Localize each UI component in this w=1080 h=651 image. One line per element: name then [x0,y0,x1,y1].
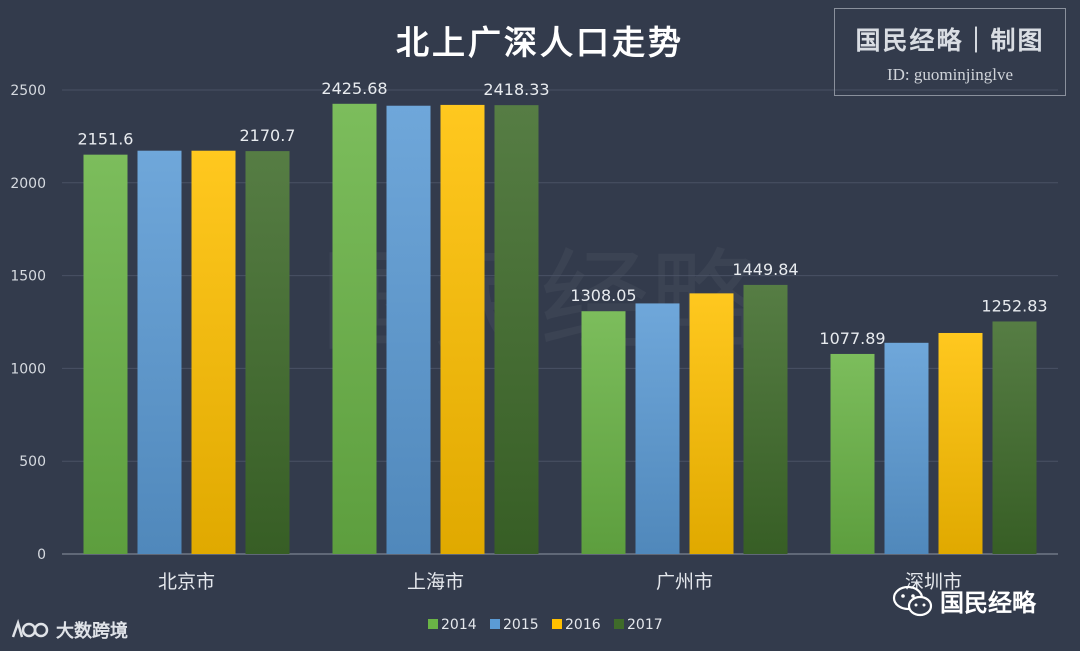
legend-swatch-2016 [552,619,562,629]
chart-title: 北上广深人口走势 [396,23,684,62]
bar-2016-0 [191,150,236,554]
bar-2017-3 [992,321,1037,554]
tiger-logo-icon [11,618,49,638]
credit-title: 国民经略｜制图 [855,26,1045,55]
bars [83,103,1037,555]
y-tick-label: 500 [19,454,46,470]
wechat-icon [892,585,933,616]
y-tick-label: 0 [37,547,46,563]
legend-label: 2014 [441,617,477,633]
bar-2016-1 [440,104,485,554]
bar-2017-0 [245,151,290,554]
legend: 2014 2015 2016 2017 [428,617,663,633]
data-label: 1252.83 [981,296,1047,315]
data-label: 2418.33 [483,80,549,99]
wechat-account: 国民经略 [892,583,1036,618]
bar-2014-2 [581,311,626,554]
x-tick-label: 上海市 [407,571,464,593]
y-tick-label: 1500 [10,269,46,285]
legend-swatch-2015 [490,619,500,629]
data-label: 2170.7 [240,126,296,145]
y-tick-label: 2500 [10,83,46,99]
data-label: 2151.6 [78,130,134,149]
legend-label: 2016 [565,617,601,633]
credit-box: 国民经略｜制图 ID: guominjinglve [834,8,1066,96]
x-tick-label: 深圳市 [905,571,962,593]
bar-2015-1 [386,105,431,554]
data-label: 1449.84 [732,260,798,279]
y-tick-label: 2000 [10,176,46,192]
bar-2014-0 [83,154,128,555]
data-label: 2425.68 [321,79,387,98]
bar-2017-2 [743,284,788,554]
legend-swatch-2017 [614,619,624,629]
x-axis: 北京市 上海市 广州市 深圳市 [158,571,962,593]
bar-2015-0 [137,150,182,554]
source-watermark: 大数跨境 [10,617,128,643]
x-tick-label: 广州市 [656,571,713,593]
data-label: 1077.89 [819,329,885,348]
bar-2015-3 [884,342,929,554]
credit-id: ID: guominjinglve [886,65,1014,84]
data-label: 1308.05 [570,286,636,305]
bar-2016-2 [689,293,734,554]
legend-swatch-2014 [428,619,438,629]
bar-2014-3 [830,353,875,554]
bar-2015-2 [635,303,680,554]
wechat-account-name: 国民经略 [940,589,1036,617]
data-labels: 2151.6 2170.7 2425.68 2418.33 1308.05 1449.84… [78,79,1048,348]
y-axis: 0 500 1000 1500 2000 2500 [10,83,46,563]
bar-2014-1 [332,103,377,554]
x-tick-label: 北京市 [158,571,215,593]
y-tick-label: 1000 [10,361,46,377]
legend-label: 2017 [627,617,663,633]
legend-label: 2015 [503,617,539,633]
bar-2016-3 [938,332,983,554]
bar-2017-1 [494,105,539,554]
source-name: 大数跨境 [56,621,128,642]
